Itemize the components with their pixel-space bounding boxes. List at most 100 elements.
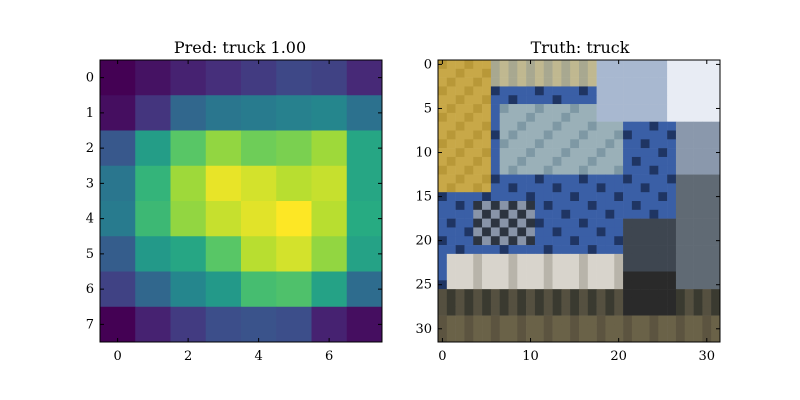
image-pixel [631, 165, 641, 175]
image-pixel [552, 156, 562, 167]
image-pixel [561, 297, 571, 308]
image-pixel [473, 174, 483, 184]
image-pixel [684, 174, 694, 184]
image-pixel [631, 95, 641, 105]
image-pixel [587, 271, 597, 281]
image-pixel [596, 236, 606, 246]
image-pixel [631, 271, 641, 281]
image-pixel [579, 201, 589, 211]
image-pixel [517, 86, 527, 96]
image-pixel [693, 130, 703, 140]
image-pixel [623, 333, 633, 343]
image-pixel [702, 324, 712, 334]
image-pixel [438, 297, 448, 308]
image-pixel [552, 306, 562, 316]
heatmap-cell [276, 130, 312, 167]
image-pixel [482, 192, 492, 202]
image-pixel [543, 112, 553, 122]
heatmap-cell [346, 60, 383, 96]
image-pixel [640, 104, 650, 114]
image-pixel [482, 209, 492, 219]
image-pixel [667, 253, 677, 263]
image-pixel [570, 297, 580, 308]
image-pixel [473, 60, 483, 70]
image-pixel [675, 95, 686, 105]
image-pixel [534, 77, 545, 87]
image-pixel [702, 280, 712, 290]
image-pixel [631, 218, 641, 228]
heatmap-cell [170, 306, 207, 343]
image-pixel [631, 104, 641, 114]
image-pixel [455, 209, 465, 219]
image-pixel [446, 104, 456, 114]
image-pixel [561, 68, 571, 78]
image-pixel [543, 174, 553, 184]
image-pixel [587, 104, 597, 114]
image-pixel [455, 60, 465, 70]
heatmap-cell [170, 95, 207, 131]
image-pixel [570, 165, 580, 175]
image-pixel [508, 201, 518, 211]
image-pixel [623, 165, 633, 175]
image-pixel [667, 315, 677, 325]
image-pixel [570, 280, 580, 290]
image-pixel [596, 289, 606, 299]
image-pixel [579, 130, 589, 140]
image-pixel [684, 253, 694, 263]
image-pixel [605, 209, 615, 219]
image-pixel [438, 139, 448, 149]
image-pixel [561, 148, 571, 158]
image-pixel [675, 139, 686, 149]
image-pixel [596, 262, 606, 272]
image-pixel [693, 236, 703, 246]
image-pixel [482, 156, 492, 167]
heatmap-cell [170, 130, 207, 167]
image-pixel [438, 236, 448, 246]
image-pixel [614, 315, 624, 325]
image-pixel [684, 245, 694, 255]
image-pixel [552, 315, 562, 325]
heatmap-cell [100, 60, 136, 96]
image-pixel [526, 227, 536, 237]
image-pixel [561, 86, 571, 96]
image-pixel [490, 271, 500, 281]
image-pixel [711, 183, 721, 193]
heatmap-cell [135, 95, 171, 131]
image-pixel [631, 253, 641, 263]
image-pixel [587, 324, 597, 334]
image-pixel [499, 315, 509, 325]
image-pixel [640, 297, 650, 308]
image-pixel [446, 333, 456, 343]
image-pixel [711, 315, 721, 325]
image-pixel [614, 148, 624, 158]
image-pixel [446, 218, 456, 228]
image-pixel [543, 121, 553, 131]
image-pixel [552, 253, 562, 263]
image-pixel [552, 192, 562, 202]
image-pixel [446, 306, 456, 316]
image-pixel [534, 165, 545, 175]
image-pixel [499, 306, 509, 316]
image-pixel [534, 245, 545, 255]
image-pixel [438, 289, 448, 299]
image-pixel [693, 86, 703, 96]
x-tick-label: 6 [325, 349, 333, 364]
image-pixel [658, 174, 668, 184]
image-pixel [649, 262, 659, 272]
image-pixel [631, 315, 641, 325]
image-pixel [543, 209, 553, 219]
image-pixel [534, 68, 545, 78]
image-pixel [640, 156, 650, 167]
image-pixel [596, 60, 606, 70]
image-pixel [561, 104, 571, 114]
image-pixel [658, 183, 668, 193]
heatmap-cell [170, 201, 207, 237]
image-pixel [534, 315, 545, 325]
image-pixel [517, 148, 527, 158]
heatmap-cell [241, 165, 277, 202]
image-pixel [587, 95, 597, 105]
image-pixel [570, 245, 580, 255]
image-pixel [579, 165, 589, 175]
image-pixel [614, 201, 624, 211]
image-pixel [675, 104, 686, 114]
